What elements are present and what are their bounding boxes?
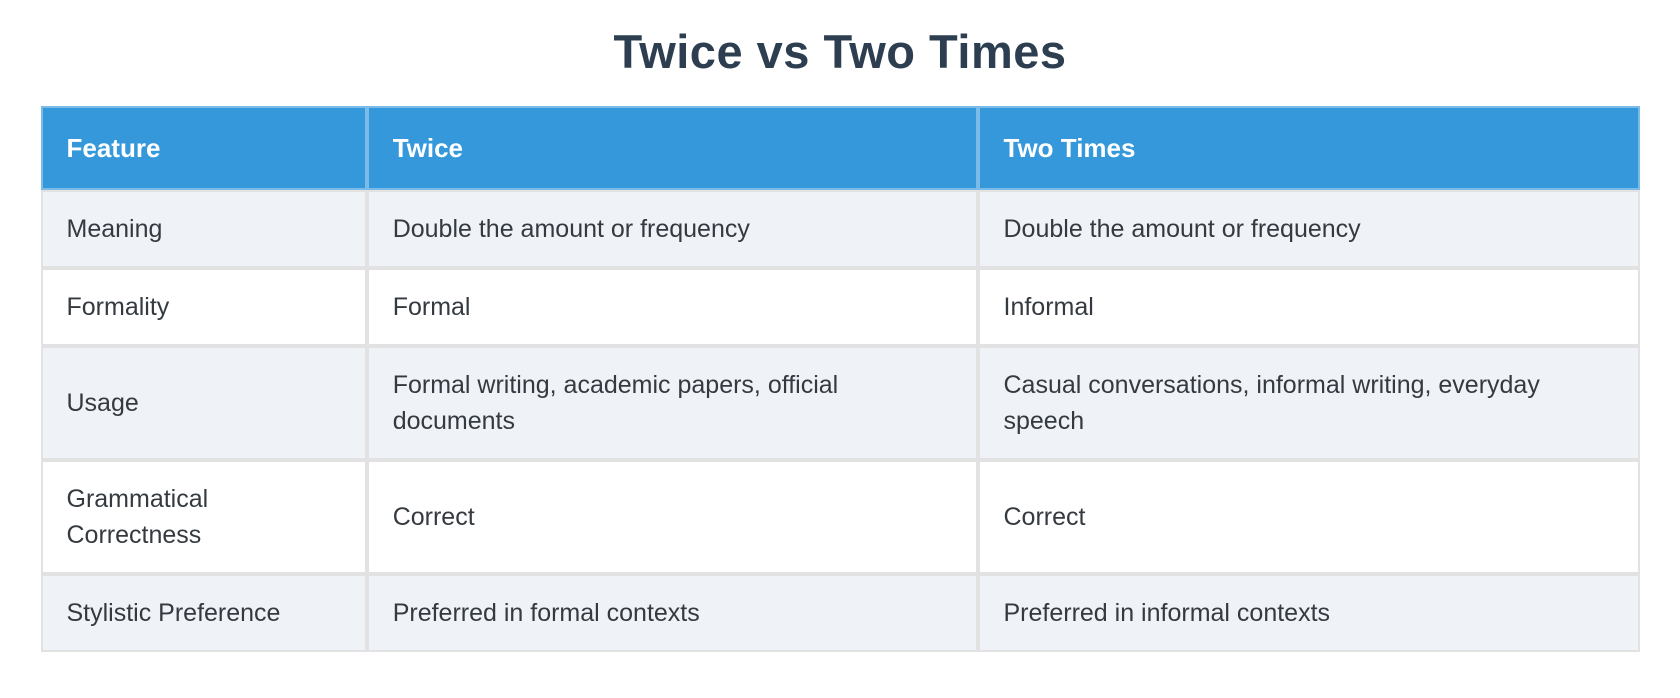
cell-feature-stylistic-preference: Stylistic Preference <box>40 574 367 652</box>
column-header-twice: Twice <box>366 106 978 190</box>
cell-twice-formality: Formal <box>366 268 978 346</box>
cell-feature-grammatical-correctness: Grammatical Correctness <box>40 460 367 574</box>
table-row-stylistic-preference: Stylistic Preference Preferred in formal… <box>40 574 1640 652</box>
cell-two-times-usage: Casual conversations, informal writing, … <box>977 346 1640 460</box>
table-row-meaning: Meaning Double the amount or frequency D… <box>40 190 1640 268</box>
column-header-two-times: Two Times <box>977 106 1640 190</box>
cell-two-times-meaning: Double the amount or frequency <box>977 190 1640 268</box>
table-row-usage: Usage Formal writing, academic papers, o… <box>40 346 1640 460</box>
table-row-grammatical-correctness: Grammatical Correctness Correct Correct <box>40 460 1640 574</box>
header-row: Feature Twice Two Times <box>40 106 1640 190</box>
cell-feature-meaning: Meaning <box>40 190 367 268</box>
cell-twice-meaning: Double the amount or frequency <box>366 190 978 268</box>
page-title: Twice vs Two Times <box>613 25 1067 78</box>
column-header-feature: Feature <box>40 106 367 190</box>
cell-two-times-stylistic-preference: Preferred in informal contexts <box>977 574 1640 652</box>
cell-feature-usage: Usage <box>40 346 367 460</box>
comparison-table: Feature Twice Two Times Meaning Double t… <box>40 106 1640 652</box>
cell-twice-usage: Formal writing, academic papers, officia… <box>366 346 978 460</box>
cell-twice-stylistic-preference: Preferred in formal contexts <box>366 574 978 652</box>
cell-two-times-formality: Informal <box>977 268 1640 346</box>
cell-feature-formality: Formality <box>40 268 367 346</box>
table-row-formality: Formality Formal Informal <box>40 268 1640 346</box>
cell-two-times-grammatical-correctness: Correct <box>977 460 1640 574</box>
cell-twice-grammatical-correctness: Correct <box>366 460 978 574</box>
